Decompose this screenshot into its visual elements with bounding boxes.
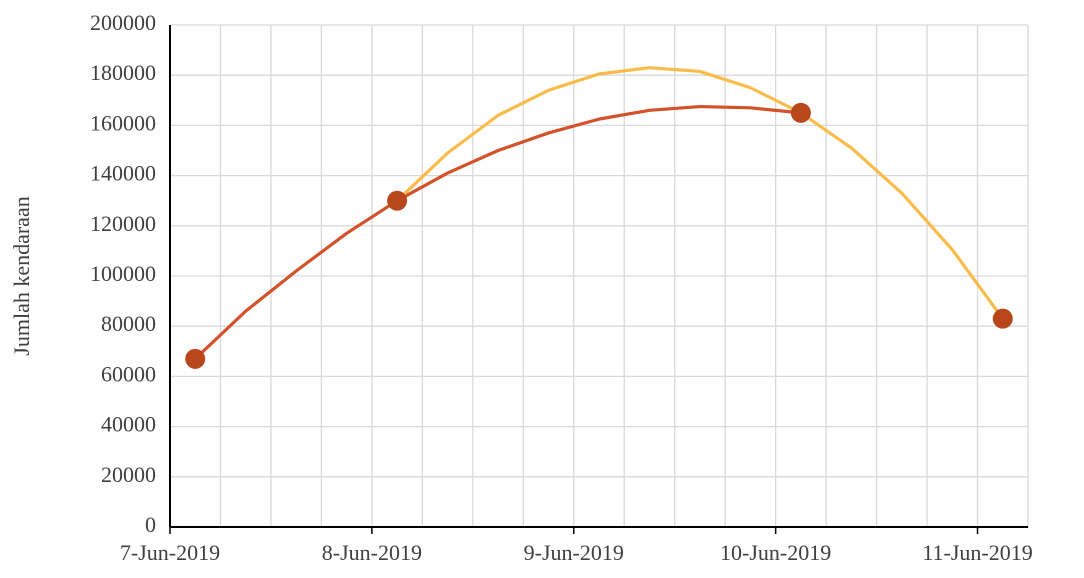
y-axis-label: Jumlah kendaraan (9, 196, 34, 355)
line (194, 104, 802, 360)
y-tick-label: 100000 (90, 261, 156, 286)
x-tick-label: 10-Jun-2019 (720, 540, 831, 565)
marker (790, 102, 811, 123)
y-tick-label: 80000 (101, 311, 156, 336)
y-tick-label: 140000 (90, 161, 156, 186)
marker (387, 190, 408, 211)
y-tick-label: 0 (145, 512, 156, 537)
marker (992, 308, 1013, 329)
x-tick-label: 8-Jun-2019 (322, 540, 422, 565)
y-tick-label: 40000 (101, 412, 156, 437)
marker (185, 348, 206, 369)
x-tick-label: 11-Jun-2019 (922, 540, 1032, 565)
y-tick-label: 200000 (90, 10, 156, 35)
y-tick-label: 180000 (90, 60, 156, 85)
line (396, 66, 1005, 320)
y-tick-label: 20000 (101, 462, 156, 487)
y-tick-label: 60000 (101, 361, 156, 386)
y-tick-label: 160000 (90, 110, 156, 135)
x-tick-label: 9-Jun-2019 (524, 540, 624, 565)
x-tick-label: 7-Jun-2019 (120, 540, 220, 565)
y-tick-label: 120000 (90, 211, 156, 236)
